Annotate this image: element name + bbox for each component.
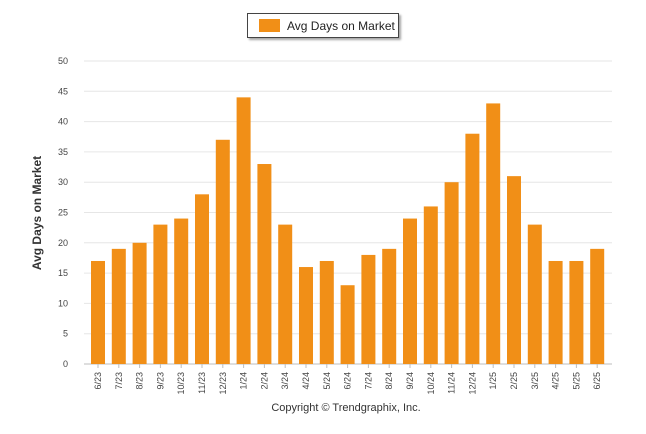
bar[interactable] <box>153 224 168 364</box>
x-tick-label: 6/25 <box>592 372 602 390</box>
y-tick-label: 50 <box>58 56 68 66</box>
bar[interactable] <box>486 103 501 365</box>
x-tick-label: 2/24 <box>259 372 269 390</box>
bar[interactable] <box>195 194 209 364</box>
x-tick-label: 10/23 <box>176 372 186 395</box>
x-tick-label: 8/23 <box>135 372 145 390</box>
bar[interactable] <box>444 182 459 364</box>
bars <box>91 97 605 365</box>
x-tick-label: 12/24 <box>467 372 477 395</box>
x-tick-label: 12/23 <box>218 372 228 395</box>
bar[interactable] <box>340 285 355 364</box>
y-tick-label: 15 <box>58 268 68 278</box>
bar[interactable] <box>590 248 605 364</box>
legend[interactable]: Avg Days on Market <box>247 13 399 38</box>
bar[interactable] <box>174 218 189 364</box>
bar[interactable] <box>132 242 147 364</box>
y-tick-label: 10 <box>58 298 68 308</box>
bar[interactable] <box>548 260 563 364</box>
bar[interactable] <box>465 133 480 364</box>
y-tick-label: 30 <box>58 177 68 187</box>
y-tick-label: 5 <box>63 329 68 339</box>
bar[interactable] <box>111 248 126 364</box>
bar[interactable] <box>299 267 313 364</box>
x-tick-label: 6/24 <box>343 372 353 390</box>
bar[interactable] <box>236 97 251 365</box>
x-tick-label: 3/24 <box>280 372 290 390</box>
x-tick-label: 8/24 <box>384 372 394 390</box>
y-tick-label: 40 <box>58 117 68 127</box>
bar[interactable] <box>257 164 272 364</box>
x-tick-label: 10/24 <box>426 372 436 395</box>
copyright-footer: Copyright © Trendgraphix, Inc. <box>271 402 421 414</box>
y-tick-label: 0 <box>63 359 68 369</box>
bar[interactable] <box>527 224 542 364</box>
bar[interactable] <box>403 218 417 364</box>
x-tick-label: 2/25 <box>509 372 519 390</box>
x-tick-label: 3/25 <box>530 372 540 390</box>
x-tick-label: 9/24 <box>405 372 415 390</box>
bar[interactable] <box>507 176 521 364</box>
x-tick-label: 4/24 <box>301 372 311 390</box>
bar[interactable] <box>382 248 397 364</box>
bar[interactable] <box>319 260 334 364</box>
y-axis-ticks: 0 5 10 15 20 25 30 35 40 45 50 <box>58 56 68 369</box>
y-tick-label: 20 <box>58 238 68 248</box>
x-tick-label: 5/24 <box>322 372 332 390</box>
y-tick-label: 45 <box>58 86 68 96</box>
bar[interactable] <box>91 260 105 364</box>
x-tick-label: 11/24 <box>447 372 457 394</box>
bar[interactable] <box>361 254 376 364</box>
y-tick-label: 25 <box>58 208 68 218</box>
bar[interactable] <box>569 260 584 364</box>
legend-label: Avg Days on Market <box>287 18 395 33</box>
x-tick-label: 7/23 <box>114 372 124 390</box>
bar[interactable] <box>278 224 293 364</box>
bar[interactable] <box>215 139 230 364</box>
x-axis-ticks: 6/23 7/23 8/23 9/23 10/23 11/23 12/23 1/24 2/24 3… <box>93 364 602 395</box>
y-tick-label: 35 <box>58 147 68 157</box>
x-tick-label: 11/23 <box>197 372 207 394</box>
x-tick-label: 6/23 <box>93 372 103 390</box>
y-axis-title: Avg Days on Market <box>30 155 44 271</box>
x-tick-label: 9/23 <box>155 372 165 390</box>
x-tick-label: 5/25 <box>571 372 581 390</box>
grid-lines <box>84 60 612 365</box>
x-tick-label: 1/25 <box>488 372 498 390</box>
legend-swatch <box>259 19 280 32</box>
x-tick-label: 4/25 <box>551 372 561 390</box>
x-tick-label: 1/24 <box>239 372 249 390</box>
x-tick-label: 7/24 <box>363 372 373 390</box>
bar[interactable] <box>423 206 438 364</box>
